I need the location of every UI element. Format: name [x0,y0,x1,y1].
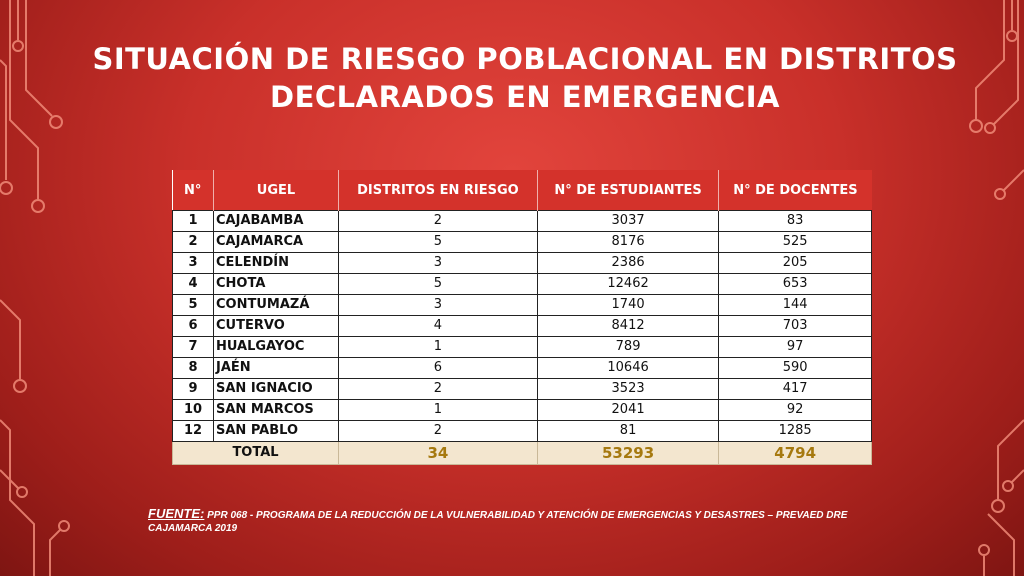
table-row: 8 JAÉN 6 10646 590 [172,357,872,379]
cell-n: 9 [172,378,214,400]
cell-ugel: CHOTA [213,273,339,295]
circuit-decoration-right [969,0,1024,576]
table-header-row: N° UGEL DISTRITOS EN RIESGO N° DE ESTUDI… [172,170,872,211]
cell-n: 10 [172,399,214,421]
title-line-1: SITUACIÓN DE RIESGO POBLACIONAL EN DISTR… [92,42,958,76]
table-row: 3 CELENDÍN 3 2386 205 [172,252,872,274]
cell-distritos: 6 [338,357,538,379]
cell-estudiantes: 12462 [536,273,720,295]
cell-docentes: 590 [718,357,872,379]
header-estudiantes: N° DE ESTUDIANTES [536,170,719,211]
header-docentes: N° DE DOCENTES [718,170,872,211]
cell-distritos: 1 [338,336,538,358]
cell-docentes: 417 [718,378,872,400]
cell-distritos: 2 [338,210,538,232]
cell-docentes: 653 [718,273,872,295]
total-label: TOTAL [172,441,339,465]
cell-estudiantes: 81 [536,420,720,442]
table-row: 5 CONTUMAZÁ 3 1740 144 [172,294,872,316]
circuit-decoration-left [0,0,70,576]
total-docentes: 4794 [718,441,872,465]
cell-distritos: 3 [338,294,538,316]
cell-ugel: JAÉN [213,357,339,379]
cell-distritos: 3 [338,252,538,274]
table-row: 6 CUTERVO 4 8412 703 [172,315,872,337]
table-row: 12 SAN PABLO 2 81 1285 [172,420,872,442]
cell-ugel: SAN MARCOS [213,399,339,421]
cell-distritos: 2 [338,378,538,400]
cell-n: 8 [172,357,214,379]
cell-estudiantes: 1740 [536,294,720,316]
cell-ugel: HUALGAYOC [213,336,339,358]
cell-ugel: CELENDÍN [213,252,339,274]
cell-ugel: SAN PABLO [213,420,339,442]
cell-docentes: 97 [718,336,872,358]
cell-estudiantes: 3523 [536,378,720,400]
cell-docentes: 83 [718,210,872,232]
cell-estudiantes: 2386 [536,252,720,274]
cell-n: 6 [172,315,214,337]
cell-estudiantes: 10646 [536,357,720,379]
table-row: 7 HUALGAYOC 1 789 97 [172,336,872,358]
cell-n: 7 [172,336,214,358]
header-ugel: UGEL [213,170,339,211]
cell-ugel: CAJABAMBA [213,210,339,232]
source-text: PPR 068 - PROGRAMA DE LA REDUCCIÓN DE LA… [148,510,848,534]
title-line-2: DECLARADOS EN EMERGENCIA [270,80,780,114]
cell-n: 1 [172,210,214,232]
cell-docentes: 1285 [718,420,872,442]
cell-estudiantes: 8176 [536,231,720,253]
table-row: 4 CHOTA 5 12462 653 [172,273,872,295]
total-distritos: 34 [338,441,538,465]
cell-n: 5 [172,294,214,316]
source-label: FUENTE: [148,506,205,521]
cell-distritos: 1 [338,399,538,421]
cell-estudiantes: 2041 [536,399,720,421]
cell-docentes: 205 [718,252,872,274]
cell-ugel: CUTERVO [213,315,339,337]
cell-docentes: 92 [718,399,872,421]
risk-table: N° UGEL DISTRITOS EN RIESGO N° DE ESTUDI… [172,170,872,465]
slide-title: SITUACIÓN DE RIESGO POBLACIONAL EN DISTR… [90,40,960,116]
cell-estudiantes: 8412 [536,315,720,337]
cell-docentes: 703 [718,315,872,337]
header-distritos: DISTRITOS EN RIESGO [338,170,538,211]
cell-n: 3 [172,252,214,274]
cell-distritos: 5 [338,231,538,253]
cell-distritos: 4 [338,315,538,337]
table-total-row: TOTAL 34 53293 4794 [172,441,872,465]
total-estudiantes: 53293 [536,441,720,465]
source-note: FUENTE: PPR 068 - PROGRAMA DE LA REDUCCI… [148,507,888,535]
cell-ugel: CONTUMAZÁ [213,294,339,316]
table-row: 9 SAN IGNACIO 2 3523 417 [172,378,872,400]
header-n: N° [172,170,214,211]
cell-n: 12 [172,420,214,442]
cell-ugel: CAJAMARCA [213,231,339,253]
cell-distritos: 5 [338,273,538,295]
cell-docentes: 525 [718,231,872,253]
table-row: 10 SAN MARCOS 1 2041 92 [172,399,872,421]
cell-ugel: SAN IGNACIO [213,378,339,400]
table-row: 2 CAJAMARCA 5 8176 525 [172,231,872,253]
cell-n: 4 [172,273,214,295]
cell-estudiantes: 3037 [536,210,720,232]
cell-docentes: 144 [718,294,872,316]
cell-estudiantes: 789 [536,336,720,358]
cell-distritos: 2 [338,420,538,442]
table-row: 1 CAJABAMBA 2 3037 83 [172,210,872,232]
cell-n: 2 [172,231,214,253]
